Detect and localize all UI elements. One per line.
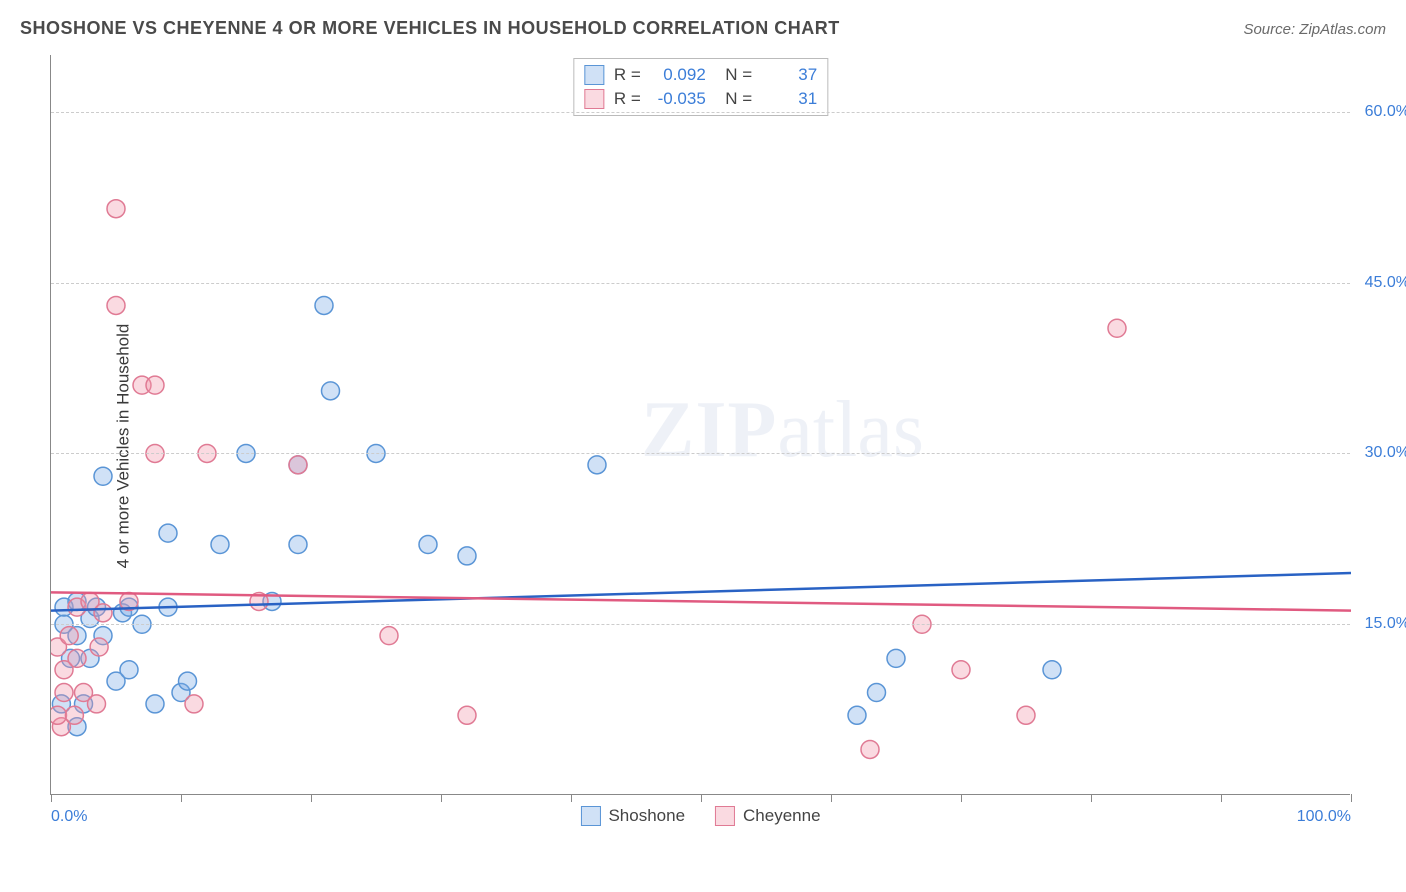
data-point: [90, 638, 108, 656]
data-point: [146, 695, 164, 713]
data-point: [315, 296, 333, 314]
series-legend: Shoshone Cheyenne: [580, 806, 820, 826]
data-point: [185, 695, 203, 713]
gridline: [51, 624, 1350, 625]
legend-swatch: [715, 806, 735, 826]
source-attribution: Source: ZipAtlas.com: [1243, 21, 1386, 38]
data-point: [65, 706, 83, 724]
legend-item: Shoshone: [580, 806, 685, 826]
data-point: [1017, 706, 1035, 724]
legend-swatch: [584, 65, 604, 85]
data-point: [289, 456, 307, 474]
data-point: [146, 376, 164, 394]
scatter-svg: [51, 55, 1351, 795]
regression-line: [51, 592, 1351, 610]
n-label: N =: [716, 65, 752, 85]
data-point: [94, 467, 112, 485]
data-point: [107, 200, 125, 218]
data-point: [211, 536, 229, 554]
data-point: [322, 382, 340, 400]
data-point: [861, 740, 879, 758]
x-tick-label: 100.0%: [1297, 808, 1351, 826]
x-tick: [1351, 794, 1352, 802]
r-value: 0.092: [651, 65, 706, 85]
legend-swatch: [580, 806, 600, 826]
stats-legend: R = 0.092 N = 37 R = -0.035 N = 31: [573, 58, 828, 116]
x-tick: [1091, 794, 1092, 802]
data-point: [868, 684, 886, 702]
data-point: [289, 536, 307, 554]
data-point: [458, 706, 476, 724]
data-point: [55, 684, 73, 702]
data-point: [458, 547, 476, 565]
y-tick-label: 30.0%: [1365, 444, 1406, 462]
x-tick: [51, 794, 52, 802]
regression-line: [51, 573, 1351, 611]
legend-label: Cheyenne: [743, 806, 821, 826]
stats-legend-row: R = -0.035 N = 31: [584, 87, 817, 111]
data-point: [380, 627, 398, 645]
legend-item: Cheyenne: [715, 806, 821, 826]
n-label: N =: [716, 89, 752, 109]
chart-title: SHOSHONE VS CHEYENNE 4 OR MORE VEHICLES …: [20, 18, 840, 39]
chart-header: SHOSHONE VS CHEYENNE 4 OR MORE VEHICLES …: [20, 18, 1386, 39]
data-point: [68, 649, 86, 667]
n-value: 37: [762, 65, 817, 85]
scatter-plot-area: ZIPatlas R =0.092 N =37R =-0.035 N =31 S…: [50, 55, 1350, 795]
data-point: [848, 706, 866, 724]
data-point: [588, 456, 606, 474]
data-point: [419, 536, 437, 554]
data-point: [51, 706, 67, 724]
data-point: [887, 649, 905, 667]
data-point: [952, 661, 970, 679]
stats-legend-row: R = 0.092 N = 37: [584, 63, 817, 87]
r-label: R =: [614, 65, 641, 85]
x-tick-label: 0.0%: [51, 808, 87, 826]
gridline: [51, 283, 1350, 284]
gridline: [51, 112, 1350, 113]
x-tick: [311, 794, 312, 802]
data-point: [107, 296, 125, 314]
data-point: [94, 604, 112, 622]
legend-swatch: [584, 89, 604, 109]
data-point: [179, 672, 197, 690]
x-tick: [701, 794, 702, 802]
x-tick: [961, 794, 962, 802]
n-value: 31: [762, 89, 817, 109]
legend-label: Shoshone: [608, 806, 685, 826]
y-tick-label: 15.0%: [1365, 615, 1406, 633]
x-tick: [441, 794, 442, 802]
x-tick: [181, 794, 182, 802]
data-point: [120, 661, 138, 679]
y-tick-label: 60.0%: [1365, 103, 1406, 121]
r-value: -0.035: [651, 89, 706, 109]
data-point: [159, 524, 177, 542]
y-tick-label: 45.0%: [1365, 274, 1406, 292]
x-tick: [1221, 794, 1222, 802]
data-point: [1043, 661, 1061, 679]
data-point: [88, 695, 106, 713]
x-tick: [571, 794, 572, 802]
r-label: R =: [614, 89, 641, 109]
gridline: [51, 453, 1350, 454]
data-point: [1108, 319, 1126, 337]
data-point: [60, 627, 78, 645]
x-tick: [831, 794, 832, 802]
